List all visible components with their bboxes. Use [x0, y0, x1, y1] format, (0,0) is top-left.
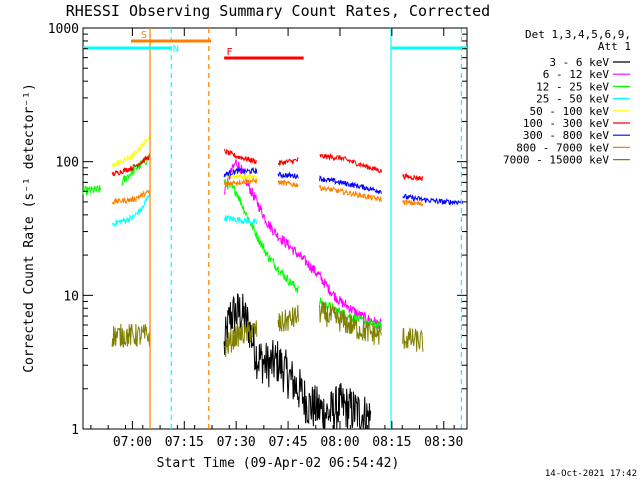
series-line: [223, 293, 372, 430]
legend-header: Det 1,3,4,5,6,9,: [525, 28, 631, 41]
series-layer: [82, 133, 463, 430]
flag-label: F: [226, 47, 232, 58]
legend-entry-label: 50 - 100 keV: [530, 105, 610, 118]
legend-entry-label: 800 - 7000 keV: [516, 141, 609, 154]
legend-entry-label: 300 - 800 keV: [523, 129, 609, 142]
series-line: [111, 188, 258, 228]
x-tick-label: 08:30: [424, 435, 463, 450]
y-axis-label: Corrected Count Rate (s⁻¹ detector⁻¹): [22, 83, 37, 373]
vertical-lines-layer: [149, 28, 462, 429]
legend-entry-label: 100 - 300 keV: [523, 117, 609, 130]
x-tick-label: 08:00: [320, 435, 359, 450]
series-line: [111, 301, 424, 358]
chart-title: RHESSI Observing Summary Count Rates, Co…: [66, 2, 490, 20]
x-tick-label: 07:30: [217, 435, 256, 450]
y-tick-label: 100: [56, 156, 79, 171]
y-tick-label: 1: [71, 423, 79, 438]
x-tick-label: 07:45: [269, 435, 308, 450]
flag-label: S: [141, 30, 147, 41]
x-axis-label: Start Time (09-Apr-02 06:54:42): [157, 456, 400, 471]
x-tick-label: 08:15: [372, 435, 411, 450]
series-line: [111, 177, 424, 207]
x-tick-label: 07:15: [165, 435, 204, 450]
y-tick-label: 1000: [48, 22, 79, 37]
y-tick-label: 10: [63, 289, 79, 304]
series-line: [223, 159, 382, 330]
legend-entry-label: 25 - 50 keV: [536, 93, 609, 106]
series-line: [82, 155, 382, 331]
legend-entry-label: 3 - 6 keV: [549, 56, 609, 69]
legend-entry-label: 12 - 25 keV: [536, 80, 609, 93]
legend-header: Att 1: [598, 40, 631, 53]
series-line: [223, 166, 463, 206]
y-axis: 1 10 100 1000: [48, 22, 467, 438]
footer-timestamp: 14-Oct-2021 17:42: [545, 469, 637, 479]
series-line: [111, 133, 258, 181]
flags-layer: S N F: [83, 30, 467, 60]
x-axis: 07:00 07:15 07:30 07:45 08:00 08:15 08:30: [90, 28, 463, 450]
legend-entry-label: 6 - 12 keV: [543, 68, 610, 81]
flag-label: N: [173, 44, 179, 55]
series-line: [111, 148, 424, 182]
plot-frame: [82, 27, 468, 430]
x-tick-label: 07:00: [113, 435, 152, 450]
legend-entry-label: 7000 - 15000 keV: [503, 154, 609, 167]
